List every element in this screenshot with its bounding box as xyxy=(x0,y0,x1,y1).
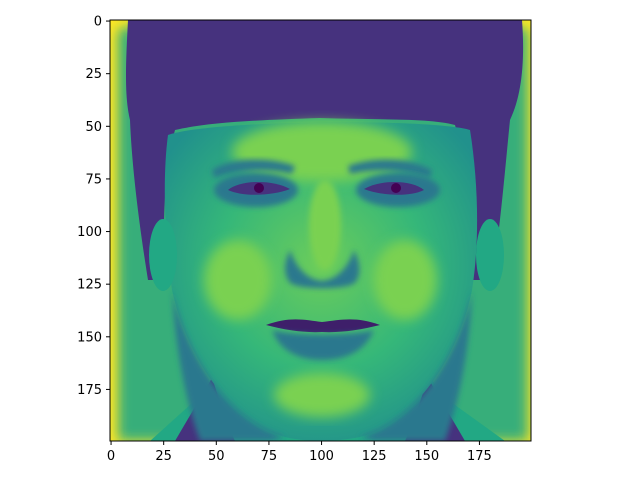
forehead-highlight xyxy=(232,122,412,182)
pupil-left xyxy=(254,183,264,193)
chin-highlight xyxy=(274,373,370,417)
x-tick-label: 0 xyxy=(107,449,115,464)
cheek-highlight-right xyxy=(373,240,437,320)
y-tick-label: 125 xyxy=(77,278,102,293)
x-tick-label: 25 xyxy=(155,449,172,464)
mouth-lower-lip xyxy=(272,330,374,360)
plot-area xyxy=(110,20,531,441)
y-tick-label: 0 xyxy=(94,15,102,30)
x-tick-label: 50 xyxy=(208,449,225,464)
nose-bridge-highlight xyxy=(309,180,341,270)
x-tick-label: 150 xyxy=(414,449,439,464)
nose-shadow xyxy=(285,250,360,289)
y-tick-label: 50 xyxy=(85,120,102,135)
y-axis: 0 25 50 75 100 125 150 175 xyxy=(77,15,110,398)
x-axis: 0 25 50 75 100 125 150 175 xyxy=(107,441,492,464)
mouth-upper-lip xyxy=(266,319,380,333)
eyebrow-left xyxy=(212,159,295,178)
axes-frame xyxy=(109,19,532,442)
cheek-highlight-left xyxy=(204,240,272,320)
y-tick-label: 25 xyxy=(85,67,102,82)
x-tick-label: 100 xyxy=(309,449,334,464)
y-tick-label: 100 xyxy=(77,225,102,240)
x-tick-label: 125 xyxy=(362,449,387,464)
jaw-shadow-left xyxy=(172,290,285,441)
hair xyxy=(126,20,524,280)
y-tick-label: 175 xyxy=(77,383,102,398)
x-tick-label: 175 xyxy=(467,449,492,464)
jaw-shadow-right xyxy=(360,290,472,441)
ear-left xyxy=(149,219,177,291)
ear-right xyxy=(476,219,504,291)
y-tick-label: 150 xyxy=(77,330,102,345)
eyebrow-right xyxy=(348,159,432,178)
pupil-right xyxy=(391,183,401,193)
y-tick-label: 75 xyxy=(85,172,102,187)
x-tick-label: 75 xyxy=(261,449,278,464)
